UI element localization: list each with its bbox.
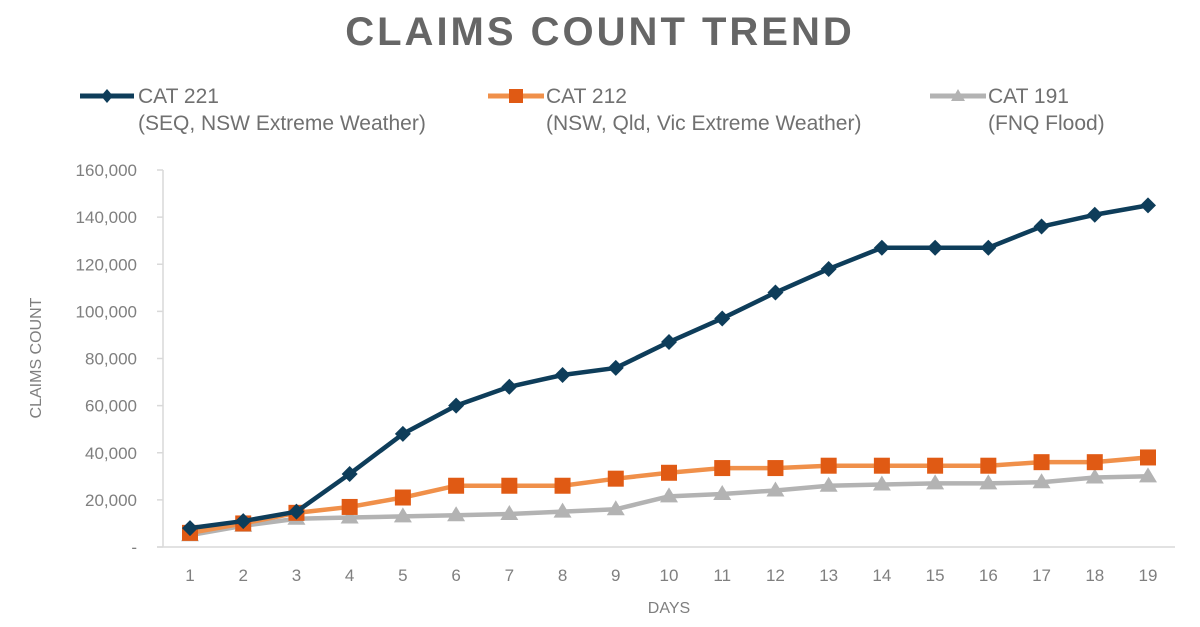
- y-tick-label: -: [131, 538, 137, 557]
- diamond-marker-icon: [767, 284, 784, 301]
- diamond-marker-icon: [235, 513, 252, 530]
- chart-axes: - 20,000 40,000 60,000 80,000 100,000 120,000 1…: [76, 161, 1175, 585]
- legend-name: CAT 221: [138, 85, 219, 108]
- diamond-marker-icon: [873, 239, 890, 256]
- square-marker-icon: [1033, 454, 1050, 471]
- y-tick-label: 160,000: [76, 161, 137, 180]
- x-tick-label: 19: [1139, 566, 1158, 585]
- diamond-marker-icon: [927, 239, 944, 256]
- triangle-marker-icon: [926, 474, 945, 490]
- x-axis-title: DAYS: [648, 600, 690, 617]
- square-marker-icon: [488, 89, 544, 103]
- x-tick-label: 6: [451, 566, 460, 585]
- x-tick-label: 17: [1032, 566, 1051, 585]
- diamond-marker-icon: [341, 465, 358, 482]
- diamond-marker-icon: [80, 89, 134, 103]
- triangle-marker-icon: [872, 475, 891, 491]
- triangle-marker-icon: [1085, 468, 1104, 484]
- diamond-marker-icon: [714, 310, 731, 327]
- diamond-marker-icon: [980, 239, 997, 256]
- y-tick-label: 60,000: [85, 397, 137, 416]
- y-tick-label: 100,000: [76, 302, 137, 321]
- y-tick-label: 20,000: [85, 491, 137, 510]
- triangle-marker-icon: [979, 474, 998, 490]
- x-tick-label: 13: [819, 566, 838, 585]
- triangle-marker-icon: [500, 505, 519, 521]
- x-tick-label: 7: [505, 566, 514, 585]
- chart-series: [181, 197, 1157, 542]
- triangle-marker-icon: [930, 89, 986, 101]
- triangle-marker-icon: [340, 508, 359, 524]
- square-marker-icon: [873, 457, 890, 474]
- legend-name: CAT 191: [988, 85, 1069, 108]
- square-marker-icon: [980, 457, 997, 474]
- diamond-marker-icon: [554, 366, 571, 383]
- square-marker-icon: [1086, 454, 1103, 471]
- square-marker-icon: [1140, 449, 1156, 466]
- diamond-marker-icon: [661, 334, 677, 351]
- square-marker-icon: [394, 489, 411, 506]
- diamond-marker-icon: [288, 503, 305, 520]
- legend-subtitle: (FNQ Flood): [988, 112, 1105, 135]
- triangle-marker-icon: [447, 506, 466, 522]
- y-tick-label: 120,000: [76, 255, 137, 274]
- x-tick-label: 5: [398, 566, 407, 585]
- square-marker-icon: [341, 498, 358, 515]
- square-marker-icon: [927, 457, 944, 474]
- legend-name: CAT 212: [546, 85, 627, 108]
- x-tick-label: 18: [1085, 566, 1104, 585]
- legend-subtitle: (SEQ, NSW Extreme Weather): [138, 112, 426, 135]
- triangle-marker-icon: [553, 502, 572, 518]
- x-tick-label: 16: [979, 566, 998, 585]
- triangle-marker-icon: [819, 476, 838, 492]
- series-cat-191: [181, 467, 1157, 542]
- triangle-marker-icon: [393, 507, 412, 523]
- legend-subtitle: (NSW, Qld, Vic Extreme Weather): [546, 112, 862, 135]
- x-tick-label: 12: [766, 566, 785, 585]
- square-marker-icon: [820, 457, 837, 474]
- x-tick-label: 15: [926, 566, 945, 585]
- square-marker-icon: [714, 460, 731, 477]
- diamond-marker-icon: [820, 260, 837, 277]
- diamond-marker-icon: [394, 425, 411, 442]
- diamond-marker-icon: [607, 359, 624, 376]
- x-tick-label: 10: [660, 566, 679, 585]
- x-tick-label: 1: [185, 566, 194, 585]
- x-tick-label: 11: [713, 566, 731, 585]
- triangle-marker-icon: [606, 500, 625, 516]
- diamond-marker-icon: [1140, 197, 1156, 214]
- diamond-marker-icon: [1086, 206, 1103, 223]
- triangle-marker-icon: [1139, 467, 1157, 483]
- y-tick-label: 140,000: [76, 208, 137, 227]
- chart-title: CLAIMS COUNT TREND: [345, 10, 855, 54]
- x-tick-label: 9: [611, 566, 620, 585]
- square-marker-icon: [448, 477, 465, 494]
- triangle-marker-icon: [713, 484, 732, 500]
- x-tick-label: 2: [238, 566, 247, 585]
- diamond-marker-icon: [448, 397, 465, 414]
- y-tick-label: 80,000: [85, 350, 137, 369]
- square-marker-icon: [554, 477, 571, 494]
- y-tick-label: 40,000: [85, 444, 137, 463]
- square-marker-icon: [501, 477, 518, 494]
- diamond-marker-icon: [1033, 218, 1050, 235]
- square-marker-icon: [661, 464, 677, 481]
- y-axis-title: CLAIMS COUNT: [28, 297, 45, 418]
- x-tick-label: 14: [872, 566, 891, 585]
- x-tick-label: 8: [558, 566, 567, 585]
- triangle-marker-icon: [766, 481, 785, 497]
- diamond-marker-icon: [182, 520, 198, 537]
- triangle-marker-icon: [660, 487, 678, 503]
- series-cat-221: [182, 197, 1156, 537]
- x-tick-label: 4: [345, 566, 354, 585]
- triangle-marker-icon: [1032, 473, 1051, 489]
- square-marker-icon: [607, 470, 624, 487]
- square-marker-icon: [767, 460, 784, 477]
- x-tick-label: 3: [292, 566, 301, 585]
- diamond-marker-icon: [501, 378, 518, 395]
